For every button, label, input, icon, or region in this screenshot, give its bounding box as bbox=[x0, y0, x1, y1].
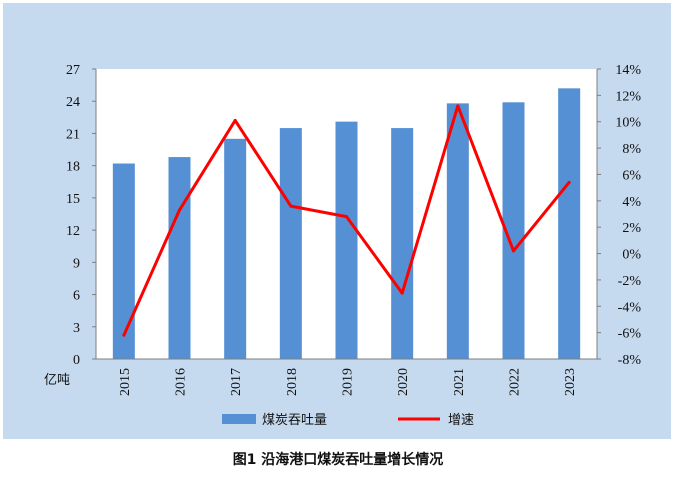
left-tick-label: 3 bbox=[73, 321, 80, 336]
x-tick-label: 2022 bbox=[508, 368, 523, 396]
bar-2015 bbox=[112, 163, 135, 359]
right-tick-label: 6% bbox=[622, 168, 641, 183]
right-tick-label: 0% bbox=[622, 248, 641, 263]
x-tick-label: 2023 bbox=[563, 368, 578, 396]
left-tick-label: 0 bbox=[73, 353, 80, 368]
left-tick-label: 18 bbox=[66, 160, 80, 175]
bar-2022 bbox=[502, 102, 525, 359]
right-tick-label: 10% bbox=[615, 116, 641, 131]
bar-2023 bbox=[558, 88, 581, 359]
bar-series bbox=[112, 88, 581, 360]
bar-2018 bbox=[279, 128, 302, 359]
bar-2020 bbox=[391, 128, 414, 359]
growth-line-points bbox=[122, 104, 571, 337]
x-axis-ticks: 2015 2016 2017 2018 2019 2020 2021 2022 2023 bbox=[118, 368, 578, 396]
growth-point-2015 bbox=[122, 333, 126, 337]
right-tick-label: 12% bbox=[615, 89, 641, 104]
left-tick-label: 21 bbox=[66, 127, 80, 142]
right-tick-label: 4% bbox=[622, 195, 641, 210]
left-tick-label: 24 bbox=[66, 95, 80, 110]
legend: 煤炭吞吐量 增速 bbox=[222, 413, 474, 428]
right-tick-label: 2% bbox=[622, 221, 641, 236]
growth-point-2018 bbox=[289, 204, 293, 208]
x-tick-label: 2015 bbox=[118, 368, 133, 396]
growth-point-2023 bbox=[567, 180, 571, 184]
legend-line-label: 增速 bbox=[448, 413, 474, 428]
growth-point-2017 bbox=[233, 118, 237, 122]
right-tick-label: -4% bbox=[618, 300, 642, 315]
growth-point-2016 bbox=[178, 208, 181, 212]
left-tick-label: 9 bbox=[73, 256, 80, 271]
chart-svg: 0 3 6 9 12 15 18 21 24 27 -8% -6% -4% -2% 0% 2% 4% 6% 8% 1… bbox=[44, 63, 641, 428]
x-tick-label: 2017 bbox=[229, 368, 244, 396]
growth-point-2020 bbox=[400, 291, 404, 295]
left-tick-label: 27 bbox=[66, 63, 80, 78]
growth-point-2019 bbox=[345, 215, 348, 219]
x-tick-label: 2020 bbox=[396, 368, 411, 396]
right-tick-label: 14% bbox=[615, 63, 641, 78]
figure-caption: 图1 沿海港口煤炭吞吐量增长情况 bbox=[232, 452, 444, 468]
right-tick-label: -6% bbox=[618, 327, 642, 342]
axes bbox=[95, 69, 598, 360]
bar-2021 bbox=[446, 103, 469, 360]
left-axis-unit: 亿吨 bbox=[44, 373, 70, 388]
x-tick-label: 2016 bbox=[174, 368, 189, 396]
left-tick-label: 12 bbox=[66, 224, 80, 239]
growth-point-2021 bbox=[456, 104, 460, 108]
right-tick-label: -8% bbox=[618, 353, 642, 368]
legend-bar-swatch bbox=[222, 414, 256, 424]
bar-2016 bbox=[168, 157, 191, 359]
bar-2019 bbox=[335, 121, 358, 359]
x-tick-label: 2021 bbox=[452, 368, 467, 396]
left-axis-ticks: 0 3 6 9 12 15 18 21 24 27 bbox=[66, 63, 96, 368]
bar-2017 bbox=[224, 138, 247, 359]
x-tick-label: 2018 bbox=[285, 368, 300, 396]
right-tick-label: 8% bbox=[622, 142, 641, 157]
legend-bar-label: 煤炭吞吐量 bbox=[262, 413, 327, 428]
x-tick-label: 2019 bbox=[341, 368, 356, 396]
right-tick-label: -2% bbox=[618, 274, 642, 289]
left-tick-label: 15 bbox=[66, 192, 80, 207]
right-axis-ticks: -8% -6% -4% -2% 0% 2% 4% 6% 8% 10% 12% 14% bbox=[597, 63, 641, 368]
left-tick-label: 6 bbox=[73, 289, 80, 304]
growth-point-2022 bbox=[512, 249, 515, 253]
